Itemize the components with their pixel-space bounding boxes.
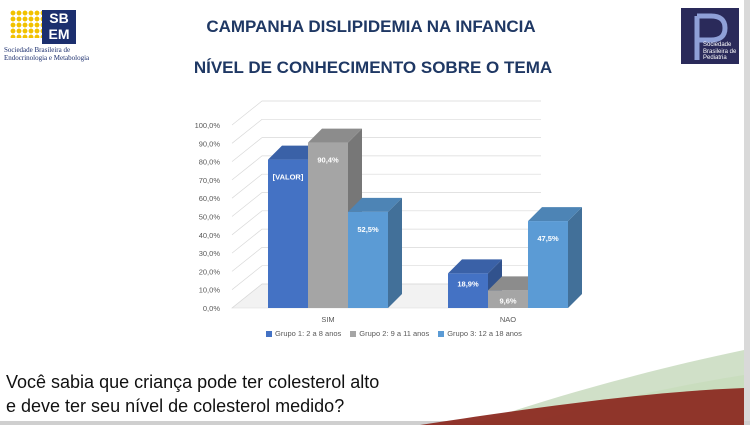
bar <box>528 221 568 308</box>
y-tick-label: 60,0% <box>199 194 221 203</box>
bar-top <box>528 207 582 222</box>
legend-label: Grupo 2: 9 a 11 anos <box>359 329 430 338</box>
question-text: Você sabia que criança pode ter colester… <box>6 370 379 418</box>
bar-side <box>388 197 402 308</box>
gridline <box>231 192 541 217</box>
sbem-logo: SB EM Sociedade Brasileira de Endocrinol… <box>4 6 100 64</box>
question-line-2: e deve ter seu nível de colesterol medid… <box>6 396 345 416</box>
gridline <box>231 265 541 290</box>
bar <box>348 211 388 308</box>
bar <box>488 290 528 308</box>
x-category-label: SIM <box>321 315 334 324</box>
y-tick-label: 50,0% <box>199 213 221 222</box>
bar-top <box>348 197 402 212</box>
legend-swatch <box>438 331 445 338</box>
data-label: 52,5% <box>357 225 379 234</box>
gridline <box>231 247 541 272</box>
bar-top <box>308 128 362 143</box>
y-tick-label: 80,0% <box>199 158 221 167</box>
x-category-label: NAO <box>500 315 516 324</box>
bar-top <box>448 259 502 274</box>
y-tick-label: 0,0% <box>203 304 220 313</box>
gridline <box>231 118 541 144</box>
legend-item: Grupo 2: 9 a 11 anos <box>350 329 429 338</box>
page-subtitle: NÍVEL DE CONHECIMENTO SOBRE O TEMA <box>193 58 553 77</box>
page-title: CAMPANHA DISLIPIDEMIA NA INFANCIA <box>206 17 536 36</box>
legend-label: Grupo 1: 2 a 8 anos <box>275 329 342 338</box>
y-tick-label: 70,0% <box>199 176 221 185</box>
y-tick-label: 40,0% <box>199 231 221 240</box>
data-label: 18,9% <box>457 279 479 288</box>
y-tick-label: 90,0% <box>199 139 221 148</box>
legend-item: Grupo 1: 2 a 8 anos <box>266 329 341 338</box>
y-tick-label: 30,0% <box>199 249 221 258</box>
data-label: 90,4% <box>317 156 339 165</box>
bar <box>448 273 488 308</box>
bar-side <box>568 207 582 308</box>
sbem-dots-icon <box>10 10 42 38</box>
data-label: 47,5% <box>537 234 559 243</box>
data-label: 9,6% <box>499 296 516 305</box>
chart-legend: Grupo 1: 2 a 8 anos Grupo 2: 9 a 11 anos G… <box>266 329 531 338</box>
sbp-name: Sociedade Brasileira de Pediatria <box>703 42 737 61</box>
gridline <box>231 137 541 162</box>
y-tick-label: 10,0% <box>199 286 221 295</box>
question-line-1: Você sabia que criança pode ter colester… <box>6 372 380 392</box>
sbp-logo: Sociedade Brasileira de Pediatria <box>681 8 739 64</box>
legend-swatch <box>350 331 357 338</box>
legend-swatch <box>266 331 272 338</box>
slide-bottom-border <box>0 421 750 425</box>
gridline <box>231 228 541 254</box>
legend-label: Grupo 3: 12 a 18 anos <box>447 329 522 338</box>
y-tick-label: 20,0% <box>199 267 221 276</box>
bar <box>268 159 308 308</box>
gridline <box>231 173 541 199</box>
gridline <box>231 100 541 126</box>
sbem-name: Sociedade Brasileira de Endocrinologia e… <box>4 46 90 62</box>
sbp-p-icon <box>694 13 728 60</box>
y-tick-label: 100,0% <box>195 121 221 130</box>
gridline <box>231 155 541 181</box>
sbem-mark: SB EM <box>42 10 76 44</box>
bar <box>308 142 348 308</box>
gridline <box>231 210 541 236</box>
data-label: [VALOR] <box>273 173 304 182</box>
slide-right-border <box>744 0 750 425</box>
legend-item: Grupo 3: 12 a 18 anos <box>438 329 522 338</box>
